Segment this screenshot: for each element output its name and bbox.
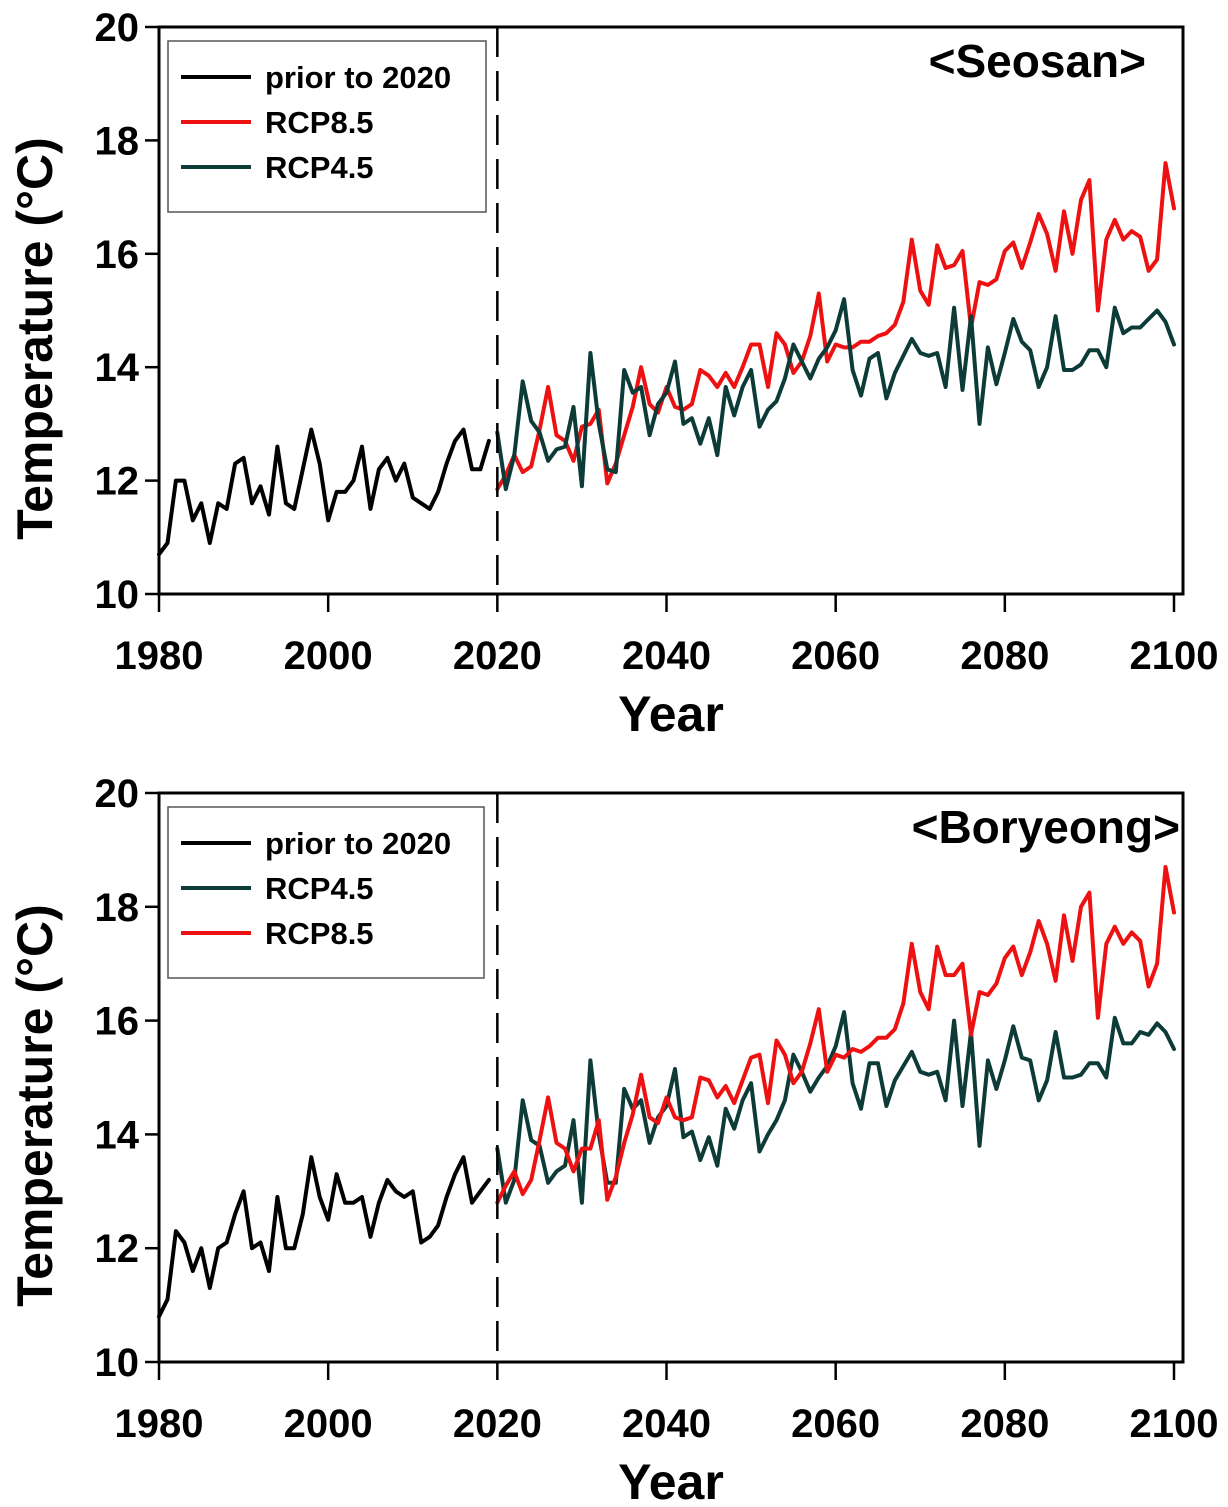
y-tick-label: 12 <box>95 460 140 504</box>
series-line-rcp4-5 <box>495 297 1176 492</box>
y-tick-label: 16 <box>95 1000 140 1044</box>
y-tick-label: 10 <box>95 573 140 617</box>
x-tick-label: 2000 <box>284 634 373 678</box>
y-tick-label: 10 <box>95 1341 140 1385</box>
y-tick-label: 12 <box>95 1227 140 1271</box>
x-axis-title: Year <box>618 1454 724 1507</box>
x-tick-label: 2080 <box>960 634 1049 678</box>
plot-frame <box>157 25 1185 596</box>
x-tick-label: 2020 <box>453 1402 542 1446</box>
legend-label: RCP4.5 <box>265 150 374 185</box>
x-tick-label: 2100 <box>1130 1402 1219 1446</box>
y-axis-title: Temperature (°C) <box>7 904 63 1306</box>
y-axis: 10 12 14 16 18 20 <box>95 772 159 1385</box>
x-axis: 1980 2000 2020 2040 2060 2080 2100 <box>115 1362 1219 1446</box>
x-tick-label: 2060 <box>791 634 880 678</box>
x-tick-label: 2100 <box>1130 634 1219 678</box>
series-line-prior-to-2020 <box>157 1155 491 1319</box>
series-line-prior-to-2020 <box>157 427 491 557</box>
x-tick-label: 2020 <box>453 634 542 678</box>
series-line-rcp4-5 <box>495 1010 1176 1205</box>
y-tick-label: 20 <box>95 6 140 50</box>
y-tick-label: 20 <box>95 772 140 816</box>
series-lines <box>157 865 1176 1319</box>
legend-box <box>167 806 485 979</box>
legend: prior to 2020 RCP4.5 RCP8.5 <box>167 806 485 979</box>
x-tick-label: 1980 <box>115 634 204 678</box>
legend-item: prior to 2020 <box>181 826 451 861</box>
x-tick-label: 2060 <box>791 1402 880 1446</box>
series-line-rcp8-5 <box>495 865 1176 1205</box>
x-tick-label: 1980 <box>115 1402 204 1446</box>
x-tick-label: 2080 <box>960 1402 1049 1446</box>
y-tick-label: 14 <box>95 346 140 390</box>
legend-label: RCP8.5 <box>265 916 374 951</box>
legend-label: RCP8.5 <box>265 105 374 140</box>
y-tick-label: 18 <box>95 119 140 163</box>
y-axis-title: Temperature (°C) <box>7 137 63 539</box>
x-axis-title: Year <box>618 686 724 742</box>
legend-label: prior to 2020 <box>265 826 451 861</box>
legend-label: RCP4.5 <box>265 871 374 906</box>
panel-title: <Boryeong> <box>912 801 1180 853</box>
plot-frame <box>157 791 1185 1364</box>
x-tick-label: 2000 <box>284 1402 373 1446</box>
panel-seosan: 10 12 14 16 18 20 1980 2000 2020 2040 2060 2080 210… <box>7 6 1218 742</box>
panel-title: <Seosan> <box>929 35 1146 87</box>
legend-item: RCP4.5 <box>181 150 374 185</box>
x-tick-label: 2040 <box>622 1402 711 1446</box>
panel-boryeong: 10 12 14 16 18 20 1980 2000 2020 2040 2060 2080 210… <box>7 772 1218 1507</box>
legend-item: RCP4.5 <box>181 871 374 906</box>
y-tick-label: 18 <box>95 886 140 930</box>
y-tick-label: 14 <box>95 1113 140 1157</box>
series-line-rcp8-5 <box>495 161 1176 492</box>
legend: prior to 2020 RCP8.5 RCP4.5 <box>167 40 487 213</box>
y-axis: 10 12 14 16 18 20 <box>95 6 159 617</box>
legend-item: RCP8.5 <box>181 916 374 951</box>
y-tick-label: 16 <box>95 233 140 277</box>
legend-item: RCP8.5 <box>181 105 374 140</box>
x-axis: 1980 2000 2020 2040 2060 2080 2100 <box>115 594 1219 678</box>
legend-item: prior to 2020 <box>181 60 451 95</box>
legend-label: prior to 2020 <box>265 60 451 95</box>
x-tick-label: 2040 <box>622 634 711 678</box>
legend-box <box>167 40 487 213</box>
series-lines <box>157 161 1176 557</box>
